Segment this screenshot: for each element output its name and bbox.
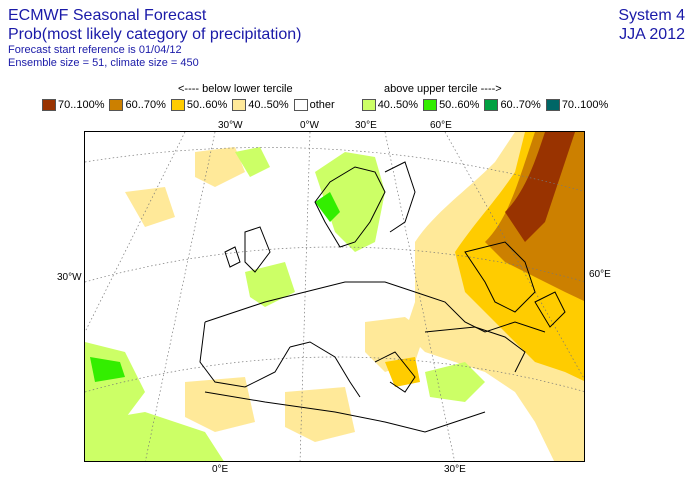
region-above-50-60: [315, 192, 340, 222]
legend-swatch: [484, 99, 499, 111]
lon-label-top: 30°E: [355, 120, 377, 131]
forecast-reference: Forecast start reference is 01/04/12: [8, 44, 182, 56]
chart-subtitle: Prob(most likely category of precipitati…: [8, 26, 302, 43]
region-below-40-50: [125, 187, 175, 227]
legend-swatch: [423, 99, 438, 111]
lon-label-right: 60°E: [589, 269, 611, 280]
region-below-50-60: [385, 357, 420, 387]
legend-item: 60..70%: [484, 99, 541, 111]
legend-item: 70..100%: [42, 99, 104, 111]
region-above-40-50: [425, 362, 485, 402]
ensemble-size: Ensemble size = 51, climate size = 450: [8, 57, 199, 69]
legend-swatch: [109, 99, 124, 111]
system-block: System 4 JJA 2012: [618, 6, 685, 44]
legend-swatch: [545, 99, 560, 111]
region-above-40-50: [245, 262, 295, 307]
legend-item: 60..70%: [109, 99, 166, 111]
legend-item: 40..50%: [232, 99, 289, 111]
legend-item: 50..60%: [170, 99, 228, 111]
legend-label: 40..50%: [377, 99, 419, 111]
title-block: ECMWF Seasonal Forecast Prob(most likely…: [8, 6, 301, 70]
legend-label: 40..50%: [248, 99, 289, 111]
lon-label-bottom: 30°E: [444, 464, 466, 475]
lon-label-bottom: 0°E: [212, 464, 229, 475]
lon-label-left: 30°W: [57, 272, 82, 283]
legend-label: 70..100%: [58, 99, 105, 111]
legend-swatch: [232, 99, 247, 111]
season-label: JJA 2012: [619, 26, 685, 43]
region-above-40-50: [315, 152, 385, 252]
legend-label: 50..60%: [186, 99, 228, 111]
region-above-50-60: [90, 357, 125, 382]
legend-swatch: [293, 99, 308, 111]
region-below-40-50: [285, 387, 355, 442]
map-panel: [84, 131, 585, 462]
legend-label: 60..70%: [125, 99, 166, 111]
region-below-40-50: [185, 377, 255, 432]
legend-swatch: [170, 99, 185, 111]
region-below-70-100: [505, 132, 575, 242]
legend-swatch: [42, 99, 56, 111]
above-tercile-label: above upper tercile ---->: [384, 83, 502, 95]
legend-label: 60..70%: [500, 99, 541, 111]
legend-label: other: [309, 99, 335, 111]
region-below-40-50: [195, 147, 245, 187]
region-above-40-50: [235, 147, 270, 177]
lon-label-top: 0°W: [300, 120, 319, 131]
map-canvas: [85, 132, 584, 461]
legend-label: 50..60%: [439, 99, 480, 111]
chart-title: ECMWF Seasonal Forecast: [8, 7, 207, 24]
region-above-40-50: [85, 412, 224, 461]
lon-label-top: 60°E: [430, 120, 452, 131]
legend-swatch: [361, 99, 376, 111]
legend-item: 40..50%: [361, 99, 419, 111]
system-label: System 4: [618, 7, 685, 24]
coastlines: [199, 161, 566, 433]
probability-fields: [85, 132, 584, 461]
legend-item: 70..100%: [545, 99, 609, 111]
legend-item: 50..60%: [423, 99, 479, 111]
lon-label-top: 30°W: [218, 120, 243, 131]
below-tercile-label: <---- below lower tercile: [178, 83, 293, 95]
legend: 70..100% 60..70% 50..60% 40..50% other 4…: [42, 99, 613, 111]
legend-label: 70..100%: [561, 99, 609, 111]
legend-item: other: [293, 99, 335, 111]
